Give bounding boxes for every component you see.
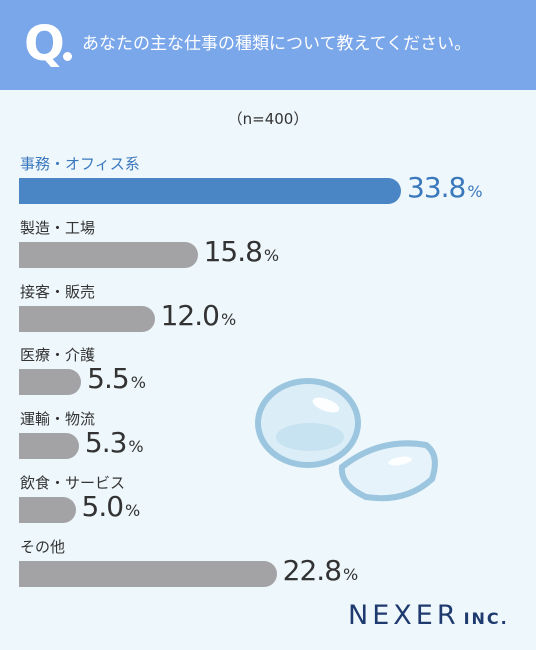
question-header: Q あなたの主な仕事の種類について教えてください。 bbox=[0, 0, 536, 90]
category-label: 運輸・物流 bbox=[20, 410, 96, 429]
value-unit: % bbox=[343, 564, 359, 584]
brand-name: NEXER bbox=[348, 600, 460, 631]
value-unit: % bbox=[220, 309, 237, 329]
value-unit: % bbox=[125, 501, 141, 520]
value-label: 33.8% bbox=[407, 171, 483, 204]
value-number: 5.0 bbox=[81, 490, 125, 523]
lens-right bbox=[338, 440, 438, 502]
lens-left bbox=[255, 378, 361, 468]
value-label: 5.5% bbox=[87, 362, 146, 395]
bar bbox=[19, 433, 79, 460]
value-unit: % bbox=[263, 245, 280, 265]
value-label: 5.0% bbox=[82, 490, 141, 523]
q-mark: Q bbox=[24, 16, 65, 72]
category-label: 飲食・サービス bbox=[20, 474, 126, 492]
bar bbox=[19, 241, 198, 268]
value-unit: % bbox=[128, 437, 144, 457]
category-label: 製造・工場 bbox=[20, 218, 96, 237]
category-label: 事務・オフィス系 bbox=[20, 155, 140, 173]
value-unit: % bbox=[467, 182, 483, 201]
bar bbox=[19, 305, 155, 332]
category-label: その他 bbox=[20, 537, 66, 556]
value-number: 22.8 bbox=[282, 553, 342, 587]
category-label: 接客・販売 bbox=[20, 282, 96, 301]
bar bbox=[19, 178, 401, 204]
bar bbox=[19, 497, 76, 523]
contact-lens-illustration bbox=[255, 378, 438, 502]
sample-size: （n=400） bbox=[227, 110, 309, 128]
value-number: 5.3 bbox=[84, 426, 128, 460]
value-number: 33.8 bbox=[407, 171, 466, 204]
value-number: 5.5 bbox=[87, 362, 130, 396]
brand-suffix: INC. bbox=[463, 609, 509, 628]
bar bbox=[19, 560, 277, 587]
value-number: 12.0 bbox=[160, 298, 220, 332]
value-number: 15.8 bbox=[203, 234, 263, 268]
value-label: 12.0% bbox=[161, 299, 237, 332]
question-text: あなたの主な仕事の種類について教えてください。 bbox=[82, 34, 472, 54]
value-label: 22.8% bbox=[283, 554, 359, 587]
value-label: 15.8% bbox=[204, 235, 280, 268]
value-unit: % bbox=[130, 373, 146, 393]
bar bbox=[19, 369, 82, 396]
category-label: 医療・介護 bbox=[20, 346, 96, 365]
brand-logo: NEXER INC. bbox=[348, 600, 509, 631]
value-label: 5.3% bbox=[85, 426, 144, 459]
q-mark-dot bbox=[63, 52, 72, 61]
